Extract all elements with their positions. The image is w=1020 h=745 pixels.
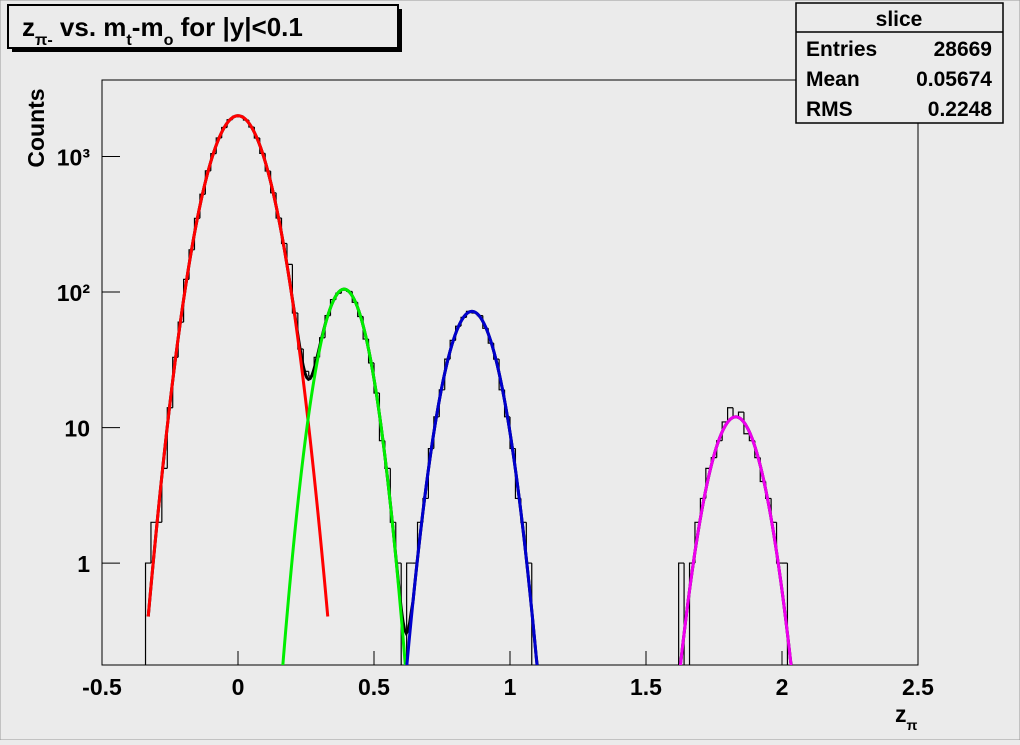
stats-label: Mean	[806, 68, 860, 91]
y-axis-label: Counts	[23, 88, 49, 167]
text-segment: vs. m	[53, 12, 127, 42]
y-tick-label: 10	[64, 416, 90, 442]
x-tick-label: 1	[504, 674, 517, 700]
x-tick-label: 2	[776, 674, 789, 700]
subscript: π-	[35, 31, 53, 49]
stats-value: 28669	[934, 38, 992, 61]
x-tick-label: -0.5	[82, 674, 122, 700]
plot-frame	[102, 80, 918, 665]
subscript: o	[164, 31, 174, 49]
y-tick-label: 10³	[57, 145, 91, 171]
x-tick-label: 0.5	[358, 674, 390, 700]
subscript: π	[907, 718, 918, 734]
x-tick-label: 2.5	[902, 674, 934, 700]
text-segment: z	[22, 12, 35, 42]
text-segment: z	[895, 701, 907, 727]
y-tick-label: 1	[77, 551, 90, 577]
text-segment: for |y|<0.1	[173, 12, 302, 42]
stats-label: RMS	[806, 98, 853, 121]
stats-box: slice Entries 28669 Mean 0.05674 RMS 0.2248	[796, 3, 1003, 123]
x-tick-label: 1.5	[630, 674, 662, 700]
stats-value: 0.05674	[916, 68, 992, 91]
stats-label: Entries	[806, 38, 877, 61]
stats-title: slice	[876, 8, 923, 31]
stats-value: 0.2248	[928, 98, 993, 121]
x-tick-label: 0	[232, 674, 245, 700]
y-tick-label: 10²	[57, 280, 91, 306]
text-segment: -m	[132, 12, 164, 42]
